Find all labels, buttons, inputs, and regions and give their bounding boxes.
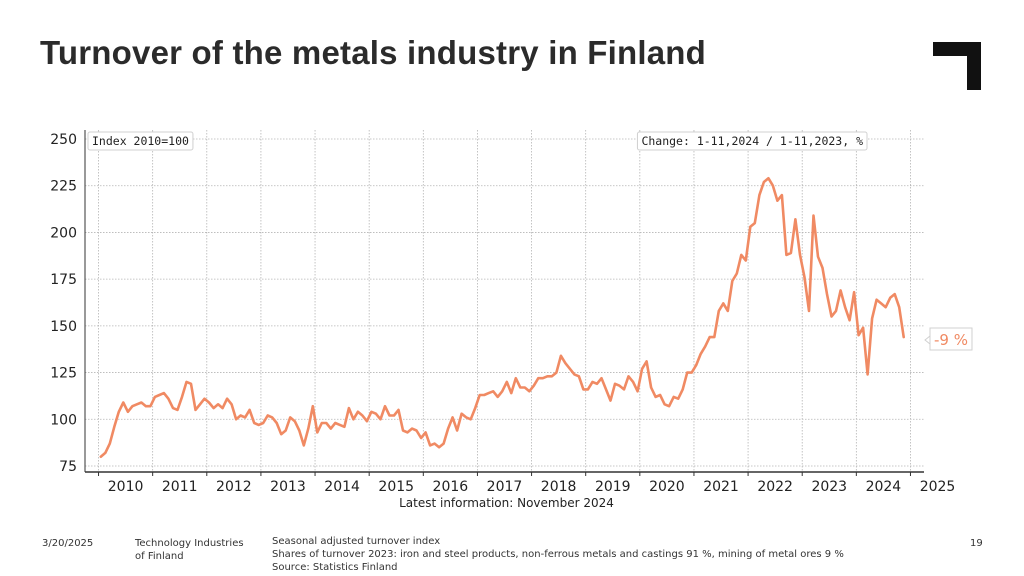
x-axis-title: Latest information: November 2024 (399, 496, 614, 510)
change-period-label-group: Change: 1-11,2024 / 1-11,2023, % (636, 131, 868, 151)
change-period-label-box (636, 131, 868, 151)
chart-grid (85, 130, 924, 472)
x-tick-label: 2012 (216, 479, 252, 495)
slide-title: Turnover of the metals industry in Finla… (40, 34, 707, 71)
y-tick-label: 250 (50, 132, 77, 148)
x-tick-label: 2013 (270, 479, 306, 495)
chart-series (99, 176, 906, 459)
footer-note-line: Source: Statistics Finland (272, 562, 398, 573)
x-tick-label: 2025 (920, 479, 956, 495)
change-callout-pointer (924, 335, 931, 345)
change-callout-box (929, 327, 973, 351)
index-base-label: Index 2010=100 (92, 134, 189, 148)
y-tick-label: 225 (50, 179, 77, 195)
footer-organization: Technology Industries of Finland (135, 538, 244, 562)
x-tick-label: 2017 (487, 479, 523, 495)
x-tick-label: 2010 (108, 479, 144, 495)
x-tick-label: 2024 (866, 479, 902, 495)
footer-note-line: Shares of turnover 2023: iron and steel … (272, 549, 844, 560)
index-base-label-box (87, 131, 194, 151)
x-tick-label: 2018 (541, 479, 577, 495)
footer-note-line: Seasonal adjusted turnover index (272, 536, 441, 547)
x-tick-label: 2015 (378, 479, 414, 495)
x-tick-label: 2021 (703, 479, 739, 495)
y-tick-label: 100 (50, 412, 77, 428)
change-value-label: -9 % (934, 331, 968, 349)
chart-labels: 75 100 125 150 175 200 225 250 2010 2011 2012 2013 2… (50, 131, 973, 510)
y-tick-label: 125 (50, 366, 77, 382)
change-period-label: Change: 1-11,2024 / 1-11,2023, % (641, 134, 863, 148)
x-tick-label: 2016 (433, 479, 469, 495)
y-tick-label: 200 (50, 225, 77, 241)
x-tick-label: 2022 (757, 479, 793, 495)
footer-date: 3/20/2025 (42, 538, 94, 549)
y-tick-label: 75 (59, 459, 77, 475)
page-number: 19 (970, 538, 983, 549)
x-tick-label: 2023 (811, 479, 847, 495)
y-tick-label: 150 (50, 319, 77, 335)
x-tick-label: 2011 (162, 479, 198, 495)
turnover-series-line (99, 176, 906, 459)
index-base-label-group: Index 2010=100 (87, 131, 194, 151)
x-tick-label: 2014 (324, 479, 360, 495)
footer-notes: Seasonal adjusted turnover index Shares … (272, 535, 912, 574)
turnover-line-chart: 75 100 125 150 175 200 225 250 2010 2011 2012 2013 2… (50, 130, 973, 510)
y-tick-label: 175 (50, 272, 77, 288)
company-logo-icon (933, 42, 981, 90)
change-callout: -9 % (924, 327, 973, 351)
x-tick-label: 2019 (595, 479, 631, 495)
chart-axes (84, 130, 924, 476)
x-tick-label: 2020 (649, 479, 685, 495)
